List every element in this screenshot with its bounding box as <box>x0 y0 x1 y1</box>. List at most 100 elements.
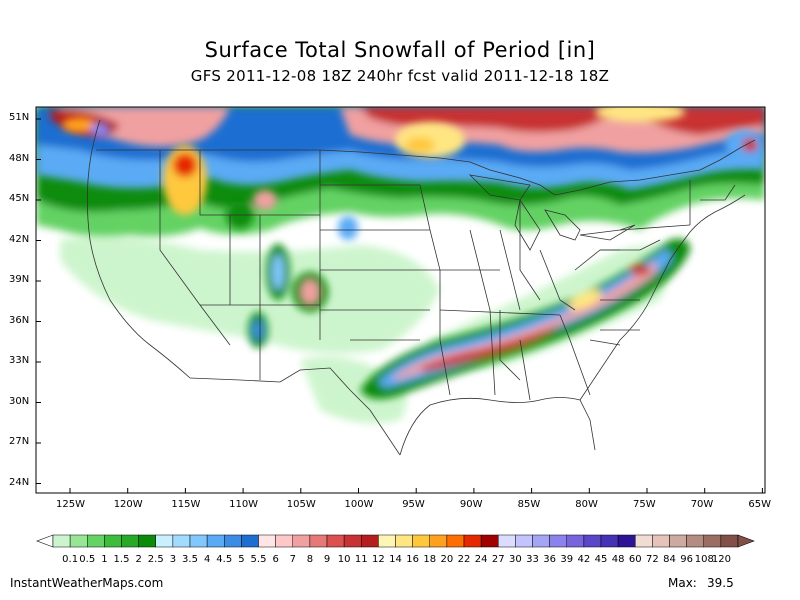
lon-label: 105W <box>286 499 316 510</box>
legend-tick-label: 12 <box>372 554 385 565</box>
legend-tick-label: 120 <box>711 554 731 565</box>
lat-label: 24N <box>9 476 30 488</box>
legend-tick-label: 6 <box>272 554 279 565</box>
colorbar-swatch <box>686 534 704 548</box>
lon-label: 95W <box>402 499 425 510</box>
lat-label: 51N <box>9 112 30 123</box>
colorbar-swatch <box>343 534 362 548</box>
colorbar-swatch <box>52 534 71 548</box>
colorbar-swatch <box>309 534 328 548</box>
colorbar-swatch <box>292 534 311 548</box>
colorbar-swatch <box>206 534 225 548</box>
credit-text: InstantWeatherMaps.com <box>10 576 164 590</box>
legend-tick-label: 84 <box>663 554 676 565</box>
colorbar-swatch <box>498 534 516 548</box>
map-subtitle: GFS 2011-12-08 18Z 240hr fcst valid 2011… <box>190 67 610 85</box>
lat-label: 30N <box>9 395 30 407</box>
colorbar-swatch <box>480 534 499 548</box>
lat-label: 42N <box>9 233 30 245</box>
legend-tick-label: 2 <box>135 554 142 565</box>
colorbar-swatch <box>87 534 105 548</box>
colorbar-swatch <box>600 534 619 548</box>
colorbar-swatch <box>532 534 550 548</box>
legend-tick-label: 8 <box>306 554 314 565</box>
axis-ticks <box>36 118 763 493</box>
colorbar-swatch <box>172 534 191 548</box>
legend-tick-label: 96 <box>680 554 693 565</box>
lon-label: 70W <box>690 499 714 510</box>
legend-tick-label: 5 <box>238 554 245 565</box>
colorbar-swatch <box>446 534 465 548</box>
colorbar-swatch <box>669 534 687 548</box>
lon-label: 85W <box>517 499 541 510</box>
max-value: 39.5 <box>707 576 734 590</box>
legend-tick-label: 30 <box>509 554 522 565</box>
legend-tick-label: 60 <box>628 554 642 565</box>
lon-label: 125W <box>56 499 85 510</box>
lon-label: 120W <box>113 499 143 510</box>
legend-tick-label: 108 <box>694 554 714 565</box>
colorbar-swatch <box>566 534 585 548</box>
lat-label: 27N <box>9 436 30 447</box>
colorbar-swatch <box>224 534 242 548</box>
colorbar-high-arrow <box>737 534 755 548</box>
legend-tick-label: 72 <box>646 554 659 565</box>
colorbar-swatch <box>583 534 602 548</box>
legend-tick-label: 42 <box>577 554 591 565</box>
colorbar-swatch <box>617 534 636 548</box>
lon-label: 110W <box>229 499 259 510</box>
lon-label: 115W <box>171 499 201 510</box>
legend-tick-label: 45 <box>594 554 608 565</box>
legend-tick-label: 1 <box>101 554 108 565</box>
colorbar-swatch <box>378 534 396 548</box>
colorbar-swatch <box>121 534 139 548</box>
legend-tick-label: 39 <box>560 554 574 565</box>
lat-label: 36N <box>9 314 30 326</box>
legend-tick-label: 0.5 <box>79 554 96 565</box>
lon-label: 100W <box>344 499 374 510</box>
map-title: Surface Total Snowfall of Period [in] <box>204 38 596 62</box>
legend-tick-label: 1.5 <box>113 554 130 565</box>
legend-tick-label: 36 <box>543 554 556 565</box>
colorbar-swatch <box>275 534 293 548</box>
colorbar-swatch <box>138 534 156 548</box>
legend-tick-label: 24 <box>474 554 488 565</box>
colorbar-swatch <box>412 534 430 548</box>
lon-label: 75W <box>633 499 656 510</box>
colorbar-swatch <box>652 534 670 548</box>
colorbar-swatch <box>463 534 482 548</box>
colorbar-swatch <box>361 534 379 548</box>
legend-tick-label: 14 <box>389 554 402 565</box>
colorbar-swatch <box>635 534 653 548</box>
legend-tick-label: 20 <box>440 554 454 565</box>
legend-tick-label: 22 <box>457 554 471 565</box>
colorbar-swatch <box>189 534 208 548</box>
legend-tick-label: 10 <box>337 554 351 565</box>
colorbar-swatch <box>241 534 259 548</box>
colorbar <box>36 534 755 548</box>
colorbar-swatch <box>549 534 567 548</box>
legend-tick-label: 16 <box>406 554 419 565</box>
colorbar-swatch <box>69 534 88 548</box>
legend-tick-label: 33 <box>526 554 539 565</box>
colorbar-swatch <box>429 534 448 548</box>
lat-label: 39N <box>9 274 30 285</box>
legend-tick-label: 4.5 <box>216 554 233 565</box>
legend-tick-label: 9 <box>323 554 331 565</box>
legend-tick-label: 2.5 <box>147 554 164 565</box>
snowfall-shading <box>36 107 765 493</box>
colorbar-low-arrow <box>36 534 54 548</box>
lon-label: 65W <box>748 499 772 510</box>
legend-tick-label: 3.5 <box>182 554 198 565</box>
legend-tick-label: 48 <box>611 554 625 565</box>
legend-tick-label: 3 <box>169 554 177 565</box>
legend-tick-label: 0.1 <box>62 554 79 565</box>
colorbar-swatch <box>703 534 722 548</box>
legend-tick-label: 27 <box>491 554 505 565</box>
map-frame <box>35 106 766 494</box>
legend-tick-label: 11 <box>354 554 368 565</box>
lat-label: 45N <box>9 193 30 204</box>
colorbar-swatch <box>515 534 533 548</box>
legend-tick-label: 5.5 <box>250 554 267 565</box>
